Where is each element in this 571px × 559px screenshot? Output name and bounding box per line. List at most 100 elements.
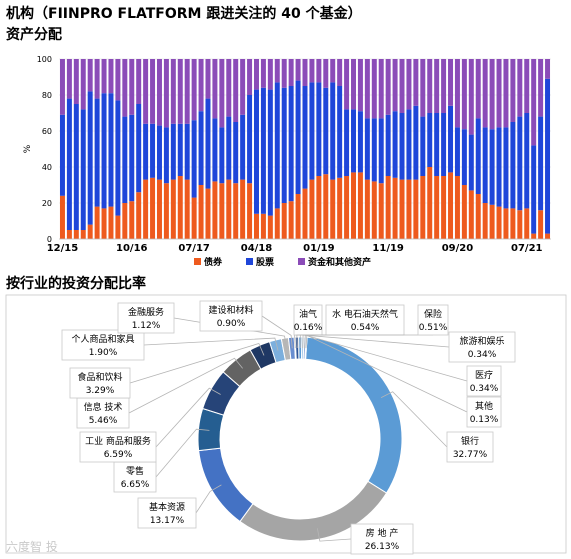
bar-segment bbox=[136, 104, 142, 193]
leader-line bbox=[380, 391, 448, 448]
bar-segment bbox=[316, 82, 322, 176]
bar-segment bbox=[281, 87, 287, 203]
bar-segment bbox=[351, 59, 357, 110]
bar-segment bbox=[274, 59, 280, 83]
leader-line bbox=[128, 357, 243, 414]
bar-segment bbox=[184, 179, 190, 239]
bar-segment bbox=[163, 183, 169, 239]
bar-segment bbox=[247, 59, 253, 95]
bar-segment bbox=[420, 116, 426, 176]
bar-segment bbox=[212, 181, 218, 239]
y-tick-label: 80 bbox=[42, 91, 52, 100]
bar-segment bbox=[260, 87, 266, 214]
bar-segment bbox=[66, 59, 72, 99]
bar-segment bbox=[427, 59, 433, 113]
bar-segment bbox=[371, 181, 377, 239]
bar-segment bbox=[295, 59, 301, 81]
bar-segment bbox=[378, 118, 384, 184]
y-axis-label: % bbox=[23, 144, 33, 153]
bar-segment bbox=[461, 59, 467, 130]
slice-label-name: 基本资源 bbox=[149, 501, 185, 513]
bar-segment bbox=[129, 201, 135, 239]
slice-label-name: 水 电石油天然气 bbox=[332, 308, 398, 320]
bar-segment bbox=[344, 59, 350, 110]
leader-line bbox=[261, 315, 293, 349]
bar-segment bbox=[434, 59, 440, 113]
bar-segment bbox=[247, 95, 253, 184]
bar-segment bbox=[184, 123, 190, 180]
slice-label-value: 0.54% bbox=[351, 323, 380, 333]
bar-segment bbox=[489, 59, 495, 130]
leader-line bbox=[302, 334, 450, 349]
slice-label-value: 0.13% bbox=[470, 415, 499, 425]
donut-slice bbox=[198, 447, 254, 523]
bar-segment bbox=[233, 122, 239, 184]
slice-label-box bbox=[417, 304, 449, 336]
asset-allocation-chart: 0 20 40 60 80 100% 12/15 10/16 07/17 04/18 01/19 11… bbox=[23, 55, 551, 268]
bar-segment bbox=[295, 194, 301, 239]
bar-segment bbox=[406, 59, 412, 110]
page-title: 机构（FIINPRO FLATFORM 跟进关注的 40 个基金） bbox=[6, 6, 362, 22]
bar-segment bbox=[260, 59, 266, 88]
slice-label-box bbox=[446, 431, 494, 463]
bar-segment bbox=[212, 59, 218, 119]
slice-label-value: 6.59% bbox=[104, 450, 133, 460]
bar-segment bbox=[156, 125, 162, 180]
bar-segment bbox=[454, 127, 460, 176]
slice-label-value: 0.51% bbox=[419, 323, 448, 333]
bar-segment bbox=[59, 114, 65, 196]
slice-label-name: 医疗 bbox=[475, 369, 493, 381]
bar-segment bbox=[136, 192, 142, 239]
bar-segment bbox=[170, 179, 176, 239]
y-tick-label: 0 bbox=[47, 235, 52, 244]
slice-label-value: 26.13% bbox=[365, 542, 400, 552]
bar-segment bbox=[413, 59, 419, 106]
y-tick-label: 100 bbox=[37, 55, 52, 64]
slice-label-name: 信息 技术 bbox=[84, 401, 123, 413]
bar-segment bbox=[260, 213, 266, 239]
bar-segment bbox=[281, 59, 287, 88]
bar-segment bbox=[531, 145, 537, 234]
slice-label-name: 建设和材料 bbox=[208, 304, 253, 316]
y-tick-label: 20 bbox=[42, 199, 52, 208]
bar-segment bbox=[302, 86, 308, 189]
bar-segment bbox=[496, 206, 502, 239]
bar-segment bbox=[385, 114, 391, 176]
bar-segment bbox=[170, 123, 176, 180]
bar-segment bbox=[122, 116, 128, 203]
bar-segment bbox=[475, 194, 481, 239]
y-tick-label: 60 bbox=[42, 127, 52, 136]
bar-segment bbox=[253, 59, 259, 90]
bar-segment bbox=[233, 59, 239, 122]
bar-segment bbox=[267, 215, 273, 239]
leader-line bbox=[195, 484, 222, 514]
bar-segment bbox=[489, 129, 495, 205]
bar-segment bbox=[538, 116, 544, 211]
bar-segment bbox=[156, 59, 162, 126]
bar-segment bbox=[219, 59, 225, 128]
bar-segment bbox=[545, 59, 551, 79]
bar-segment bbox=[309, 82, 315, 180]
x-tick-label: 10/16 bbox=[116, 243, 148, 254]
bar-segment bbox=[468, 59, 474, 135]
bar-segment bbox=[150, 177, 156, 239]
bar-segment bbox=[226, 116, 232, 180]
bar-segment bbox=[108, 206, 114, 239]
slice-label-value: 13.17% bbox=[150, 516, 185, 526]
bar-segment bbox=[316, 59, 322, 83]
legend-label: 资金和其他资产 bbox=[308, 256, 371, 268]
bar-segment bbox=[274, 82, 280, 209]
bar-segment bbox=[129, 114, 135, 202]
bar-segment bbox=[94, 59, 100, 99]
bar-segment bbox=[274, 208, 280, 239]
bar-segment bbox=[434, 176, 440, 239]
bar-segment bbox=[496, 59, 502, 128]
bar-segment bbox=[454, 176, 460, 239]
bar-segment bbox=[531, 233, 537, 239]
legend-label: 债券 bbox=[204, 256, 223, 268]
bar-segment bbox=[101, 93, 107, 209]
bar-segment bbox=[496, 127, 502, 207]
slice-label-box bbox=[466, 365, 502, 397]
slice-label-name: 零售 bbox=[126, 465, 144, 477]
